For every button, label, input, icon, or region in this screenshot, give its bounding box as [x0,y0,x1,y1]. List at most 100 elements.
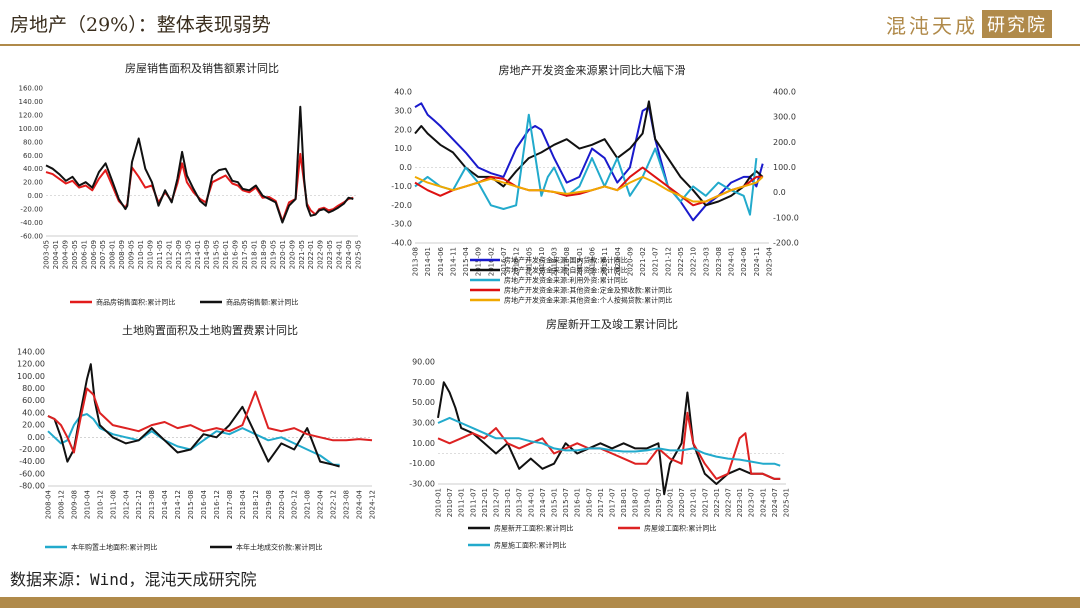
x-tick-label: 2025-04 [766,246,774,276]
x-tick-label: 2024-04 [356,489,364,519]
x-tick-label: 2024-06 [740,246,748,276]
chart-funding: 房地产开发资金来源累计同比大幅下滑 40.0 30.0 20.0 10.0 0.0 -10.… [385,58,805,313]
y-tick-label: 80.00 [23,138,43,146]
chart-title: 房屋新开工及竣工累计同比 [546,317,678,331]
x-tick-label: 2019-01 [576,247,584,276]
x-tick-label: 2010-01 [137,240,145,269]
x-tick-label: 2021-05 [298,240,306,269]
x-tick-label: 2012-01 [481,488,489,517]
y-tick-label: 60.00 [23,152,43,160]
y-tick-label: -10.0 [391,182,412,191]
x-tick-label: 2020-01 [279,240,287,269]
y-tick-label: -30.00 [409,480,435,489]
x-tick-label: 2011-01 [458,488,466,517]
x-tick-label: 2014-07 [539,488,547,517]
x-tick-label: 2015-05 [213,240,221,269]
x-tick-label: 2022-12 [330,490,338,519]
chart-sales: 房屋销售面积及销售额累计同比 160.00 140.00 120.00 100.00 80… [10,58,370,308]
x-tick-label: 2014-04 [161,489,169,519]
x-tick-label: 2012-07 [493,488,501,517]
x-tick-label: 2024-12 [369,490,377,519]
y-tick-label: 140.00 [19,98,44,106]
x-tick-label: 2020-12 [291,490,299,519]
x-tick-label: 2016-02 [487,247,495,276]
x-tick-label: 2015-07 [562,488,570,517]
y-tick-label: 10.00 [412,439,435,448]
x-tick-label: 2004-01 [52,240,60,269]
source-note: 数据来源：Wind，混沌天成研究院 [10,570,257,589]
x-tick-label: 2014-06 [437,246,445,276]
chart-title: 房地产开发资金来源累计同比大幅下滑 [499,63,686,77]
y-tick-label: 20.0 [394,125,412,134]
x-tick-label: 2011-05 [156,240,164,269]
y-tick-label: 160.00 [19,85,44,93]
series-line [47,363,340,468]
y-tick-label: 10.0 [394,144,412,153]
legend-label: 房地产开发资金来源:自筹资金:累计同比 [504,266,628,275]
legend-label: 本年购置土地面积:累计同比 [71,543,157,552]
x-tick-label: 2021-12 [664,247,672,276]
x-tick-label: 2024-01 [759,488,767,517]
y-tick-label: -20.00 [19,445,45,454]
x-tick-label: 2006-09 [90,240,98,269]
x-tick-label: 2019-06 [589,246,597,276]
x-tick-label: 2016-07 [585,488,593,517]
x-tick-label: 2019-07 [655,488,663,517]
y-tick-label: -20.0 [391,201,412,210]
y-tick-label: -40.00 [20,219,43,227]
y-tick-label: -80.00 [19,482,45,491]
logo-box: 研究院 [982,10,1052,38]
x-tick-label: 2022-05 [677,247,685,276]
chart-land: 土地购置面积及土地购置费累计同比 140.00 120.00 100.00 80.00 6… [10,316,380,556]
logo-text: 混沌天成 [886,13,978,38]
x-tick-label: 2010-01 [435,488,443,517]
x-tick-label: 2013-07 [516,488,524,517]
x-tick-label: 2016-12 [513,247,521,276]
x-tick-label: 2016-01 [574,488,582,517]
header: 房地产（29%）：整体表现弱势 混沌天成 研究院 [0,0,1080,48]
y-tick-label: 40.0 [394,88,412,97]
y-tick-label: 20.00 [23,179,43,187]
x-tick-label: 2016-12 [213,490,221,519]
chart-land-svg: 土地购置面积及土地购置费累计同比 140.00 120.00 100.00 80.00 6… [17,323,377,552]
x-tick-label: 2016-01 [222,240,230,269]
chart-title: 土地购置面积及土地购置费累计同比 [122,323,298,337]
x-tick-label: 2017-05 [525,247,533,276]
y2-tick-label: 300.0 [773,113,796,122]
x-tick-label: 2010-07 [446,488,454,517]
y-tick-label: 20.00 [22,421,45,430]
x-tick-label: 2022-01 [307,240,315,269]
y-tick-label: 140.00 [17,348,45,357]
x-tick-label: 2012-12 [135,490,143,519]
y-tick-label: -10.00 [409,459,435,468]
series-line [47,413,340,466]
y2-tick-label: 100.0 [773,163,796,172]
x-tick-label: 2010-04 [83,489,91,519]
x-tick-label: 2024-01 [728,247,736,276]
y2-tick-label: -100.0 [773,213,799,222]
x-tick-label: 2018-08 [563,247,571,276]
x-tick-label: 2014-09 [203,240,211,269]
header-divider [0,44,1080,46]
x-tick-label: 2008-12 [57,490,65,519]
x-tick-label: 2022-07 [725,488,733,517]
y-tick-label: -40.0 [391,239,412,248]
x-tick-label: 2021-01 [690,488,698,517]
x-tick-label: 2025-05 [355,240,363,269]
legend-label: 本年土地成交价款:累计同比 [236,543,322,552]
chart-title: 房屋销售面积及销售额累计同比 [125,61,279,75]
x-tick-label: 2005-05 [71,240,79,269]
x-tick-label: 2022-10 [690,247,698,276]
y-tick-label: 120.00 [19,111,44,119]
x-tick-label: 2009-08 [70,490,78,519]
x-tick-label: 2019-05 [269,240,277,269]
x-tick-label: 2017-01 [597,488,605,517]
x-tick-label: 2020-09 [626,247,634,276]
x-tick-label: 2020-01 [667,488,675,517]
legend-label: 商品房销售额:累计同比 [226,298,298,307]
y-tick-label: 90.00 [412,358,435,367]
x-tick-label: 2018-01 [620,488,628,517]
chart-construction-svg: 房屋新开工及竣工累计同比 90.00 70.00 50.00 30.00 10.00 -10… [409,317,790,550]
series-line [437,416,781,467]
y-tick-label: 80.00 [22,384,45,393]
